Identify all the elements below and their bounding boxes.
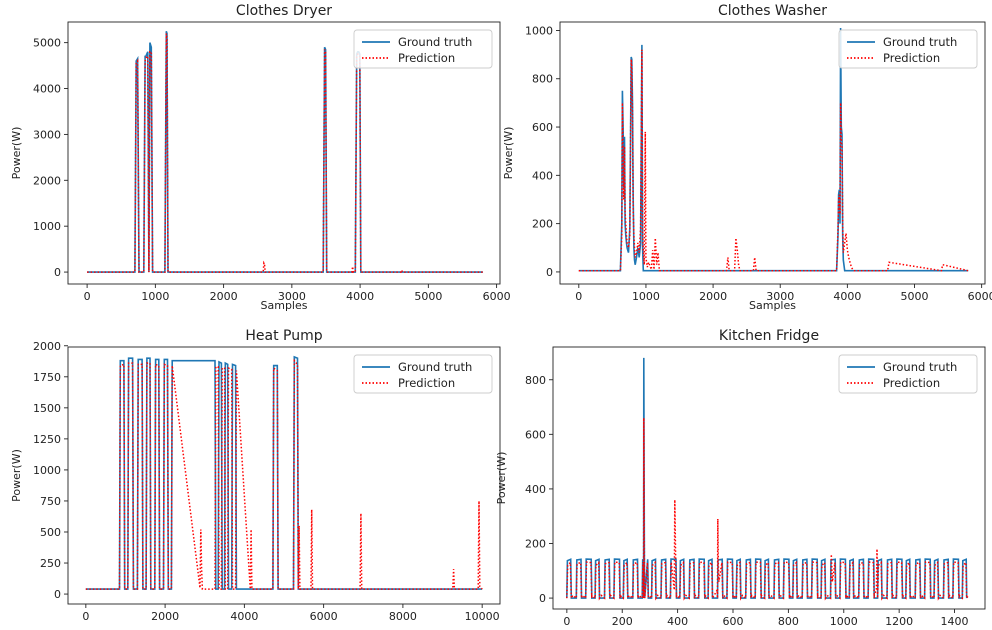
y-tick-label: 1750 bbox=[33, 371, 61, 384]
x-tick-label: 0 bbox=[84, 290, 91, 303]
series-line-prediction bbox=[566, 417, 970, 601]
x-tick-label: 1000 bbox=[830, 615, 858, 628]
x-tick-label: 1400 bbox=[941, 615, 969, 628]
legend-label: Prediction bbox=[883, 51, 940, 65]
chart-title: Kitchen Fridge bbox=[719, 328, 819, 344]
y-tick-label: 600 bbox=[525, 428, 546, 441]
chart-panel: 0 1000 2000 3000 4000 5000 6000 0 200 400 600 800 10… bbox=[502, 3, 992, 312]
legend-label: Ground truth bbox=[398, 360, 472, 374]
y-tick-label: 4000 bbox=[33, 83, 61, 96]
y-tick-label: 250 bbox=[40, 557, 61, 570]
legend-label: Ground truth bbox=[883, 360, 957, 374]
y-axis-label: Power(W) bbox=[10, 127, 23, 180]
legend-label: Ground truth bbox=[883, 35, 957, 49]
legend-box bbox=[353, 354, 493, 394]
x-tick-label: 600 bbox=[723, 615, 744, 628]
chart-panel: 0 1000 2000 3000 4000 5000 6000 0 1000 2000 3000 40… bbox=[10, 3, 511, 312]
y-tick-label: 2000 bbox=[33, 174, 61, 187]
x-tick-label: 1200 bbox=[885, 615, 913, 628]
x-axis-label: Samples bbox=[749, 299, 796, 312]
x-tick-label: 2000 bbox=[151, 610, 179, 623]
x-tick-label: 6000 bbox=[968, 290, 992, 303]
chart-title: Clothes Dryer bbox=[236, 3, 332, 19]
legend-box bbox=[353, 29, 493, 69]
x-tick-label: 0 bbox=[563, 615, 570, 628]
plot-frame bbox=[67, 346, 501, 605]
legend-box bbox=[838, 29, 978, 69]
legend-label: Prediction bbox=[883, 376, 940, 390]
x-tick-label: 2000 bbox=[699, 290, 727, 303]
y-tick-label: 0 bbox=[54, 266, 61, 279]
y-tick-label: 600 bbox=[532, 121, 553, 134]
x-tick-label: 3000 bbox=[278, 290, 306, 303]
y-tick-label: 400 bbox=[525, 483, 546, 496]
x-tick-label: 1000 bbox=[632, 290, 660, 303]
x-tick-label: 4000 bbox=[833, 290, 861, 303]
chart-title: Clothes Washer bbox=[718, 3, 827, 19]
y-tick-label: 5000 bbox=[33, 37, 61, 50]
x-tick-label: 3000 bbox=[766, 290, 794, 303]
x-tick-label: 10000 bbox=[465, 610, 500, 623]
y-tick-label: 400 bbox=[532, 169, 553, 182]
y-tick-label: 800 bbox=[532, 73, 553, 86]
chart-panel: 0 200 400 600 800 1000 1200 1400 0 200 400 600 800 Ki… bbox=[495, 328, 986, 628]
y-axis-label: Power(W) bbox=[502, 127, 515, 180]
plot-frame bbox=[552, 346, 986, 610]
y-tick-label: 0 bbox=[546, 266, 553, 279]
y-axis-label: Power(W) bbox=[495, 452, 508, 505]
y-tick-label: 1500 bbox=[33, 402, 61, 415]
legend-label: Ground truth bbox=[398, 35, 472, 49]
x-tick-label: 1000 bbox=[141, 290, 169, 303]
x-tick-label: 0 bbox=[575, 290, 582, 303]
series-line-prediction bbox=[578, 49, 969, 272]
x-tick-label: 5000 bbox=[414, 290, 442, 303]
legend-label: Prediction bbox=[398, 376, 455, 390]
y-tick-label: 200 bbox=[532, 218, 553, 231]
x-tick-label: 8000 bbox=[389, 610, 417, 623]
y-tick-label: 2000 bbox=[33, 340, 61, 353]
chart-title: Heat Pump bbox=[245, 328, 322, 344]
x-tick-label: 0 bbox=[82, 610, 89, 623]
y-tick-label: 200 bbox=[525, 538, 546, 551]
y-tick-label: 1000 bbox=[33, 464, 61, 477]
y-tick-label: 1000 bbox=[33, 220, 61, 233]
y-tick-label: 1250 bbox=[33, 433, 61, 446]
chart-panel: 0 2000 4000 6000 8000 10000 0 250 500 750 1000 1250… bbox=[10, 328, 501, 623]
x-tick-label: 4000 bbox=[230, 610, 258, 623]
y-tick-label: 0 bbox=[54, 588, 61, 601]
x-axis-label: Samples bbox=[261, 299, 308, 312]
legend-box bbox=[838, 354, 978, 394]
plot-frame bbox=[559, 21, 986, 285]
legend-label: Prediction bbox=[398, 51, 455, 65]
series-line-prediction bbox=[85, 358, 483, 590]
x-tick-label: 400 bbox=[667, 615, 688, 628]
x-tick-label: 5000 bbox=[901, 290, 929, 303]
x-tick-label: 4000 bbox=[346, 290, 374, 303]
x-tick-label: 2000 bbox=[210, 290, 238, 303]
y-axis-label: Power(W) bbox=[10, 449, 23, 502]
x-tick-label: 200 bbox=[612, 615, 633, 628]
x-tick-label: 6000 bbox=[483, 290, 511, 303]
y-tick-label: 1000 bbox=[525, 24, 553, 37]
y-tick-label: 500 bbox=[40, 526, 61, 539]
y-tick-label: 750 bbox=[40, 495, 61, 508]
series-line-prediction bbox=[87, 33, 483, 273]
plot-frame bbox=[67, 21, 501, 285]
y-tick-label: 3000 bbox=[33, 128, 61, 141]
y-tick-label: 0 bbox=[539, 592, 546, 605]
x-tick-label: 800 bbox=[778, 615, 799, 628]
y-tick-label: 800 bbox=[525, 374, 546, 387]
x-tick-label: 6000 bbox=[310, 610, 338, 623]
series-line-ground-truth bbox=[566, 357, 968, 599]
